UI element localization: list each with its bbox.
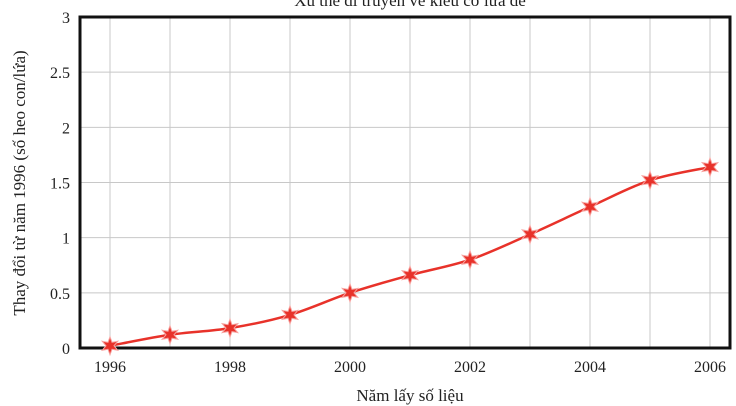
data-point-star [400, 264, 420, 286]
x-tick-labels: 1996 1998 2000 2002 2004 2006 [94, 359, 726, 376]
y-tick-label: 0.5 [50, 286, 70, 303]
chart-title: Xu thế di truyền về kiểu cỡ lứa đẻ [294, 0, 526, 10]
plot-frame [78, 15, 732, 350]
data-point-star [160, 324, 180, 346]
x-axis-label: Năm lấy số liệu [356, 386, 464, 405]
data-point-star [640, 169, 660, 191]
x-tick-label: 2004 [574, 359, 606, 376]
x-tick-label: 2000 [334, 359, 366, 376]
y-tick-label: 2.5 [50, 65, 70, 82]
data-point-star [340, 282, 360, 304]
y-axis-label: Thay đổi từ năm 1996 (số heo con/lứa) [10, 50, 29, 315]
x-tick-label: 2006 [694, 359, 726, 376]
data-point-star [280, 304, 300, 326]
y-tick-label: 1 [62, 231, 70, 248]
x-tick-label: 1998 [214, 359, 246, 376]
y-tick-labels: 0 0.5 1 1.5 2 2.5 3 [50, 10, 70, 358]
data-point-star [220, 317, 240, 339]
data-point-star [460, 249, 480, 271]
y-tick-label: 3 [62, 10, 70, 27]
data-point-star [700, 156, 720, 178]
data-point-star [520, 223, 540, 245]
grid [80, 16, 730, 349]
data-point-star [100, 335, 120, 357]
series-layer [100, 156, 720, 357]
x-tick-label: 1996 [94, 359, 126, 376]
y-tick-label: 1.5 [50, 176, 70, 193]
y-tick-label: 2 [62, 120, 70, 137]
y-tick-label: 0 [62, 341, 70, 358]
data-point-star [580, 196, 600, 218]
x-tick-label: 2002 [454, 359, 486, 376]
